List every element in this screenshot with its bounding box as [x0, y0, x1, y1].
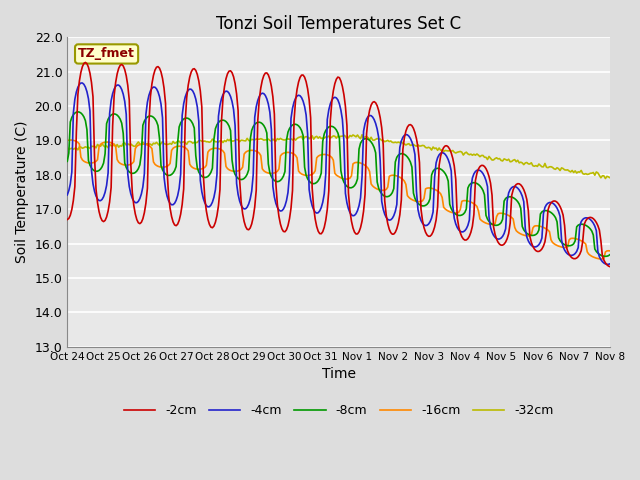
Line: -8cm: -8cm	[67, 112, 610, 256]
-16cm	[63, 138, 71, 144]
Legend: -2cm, -4cm, -8cm, -16cm, -32cm: -2cm, -4cm, -8cm, -16cm, -32cm	[119, 399, 559, 422]
-8cm	[245, 167, 253, 173]
-4cm	[606, 261, 614, 267]
-2cm	[245, 227, 253, 233]
-16cm	[254, 149, 262, 155]
-32cm	[602, 176, 609, 181]
Line: -16cm: -16cm	[67, 140, 610, 259]
-8cm	[63, 158, 71, 164]
-4cm	[63, 192, 71, 198]
-32cm	[358, 132, 366, 138]
-8cm	[606, 252, 614, 258]
-32cm	[243, 135, 251, 141]
Title: Tonzi Soil Temperatures Set C: Tonzi Soil Temperatures Set C	[216, 15, 461, 33]
-2cm	[606, 264, 614, 270]
Text: TZ_fmet: TZ_fmet	[78, 48, 135, 60]
-16cm	[577, 238, 585, 244]
-32cm	[252, 136, 260, 142]
-32cm	[130, 144, 138, 149]
Line: -4cm: -4cm	[67, 83, 610, 264]
-2cm	[227, 68, 234, 74]
-8cm	[254, 120, 262, 125]
-4cm	[603, 262, 611, 267]
Line: -2cm: -2cm	[67, 62, 610, 267]
-16cm	[597, 256, 605, 262]
-8cm	[227, 128, 234, 133]
-4cm	[254, 97, 262, 103]
-8cm	[577, 221, 585, 227]
-2cm	[254, 118, 262, 124]
X-axis label: Time: Time	[322, 367, 356, 381]
-2cm	[63, 216, 71, 222]
Line: -32cm: -32cm	[67, 135, 610, 179]
-2cm	[131, 211, 139, 217]
-4cm	[577, 219, 585, 225]
-8cm	[74, 109, 82, 115]
-2cm	[577, 248, 585, 253]
-4cm	[79, 80, 86, 86]
-16cm	[302, 172, 310, 178]
-32cm	[606, 175, 614, 180]
-4cm	[131, 200, 139, 205]
-32cm	[225, 138, 233, 144]
-16cm	[245, 148, 253, 154]
-8cm	[602, 253, 609, 259]
-8cm	[131, 169, 139, 175]
-32cm	[301, 134, 308, 140]
-4cm	[302, 112, 310, 118]
-8cm	[302, 172, 310, 178]
-2cm	[302, 79, 310, 84]
-32cm	[577, 168, 585, 173]
-16cm	[227, 168, 234, 173]
-16cm	[67, 137, 74, 143]
-4cm	[245, 201, 253, 207]
-16cm	[606, 248, 614, 254]
-32cm	[63, 144, 71, 150]
-4cm	[227, 94, 234, 99]
-2cm	[81, 60, 89, 65]
-16cm	[131, 146, 139, 152]
Y-axis label: Soil Temperature (C): Soil Temperature (C)	[15, 121, 29, 263]
